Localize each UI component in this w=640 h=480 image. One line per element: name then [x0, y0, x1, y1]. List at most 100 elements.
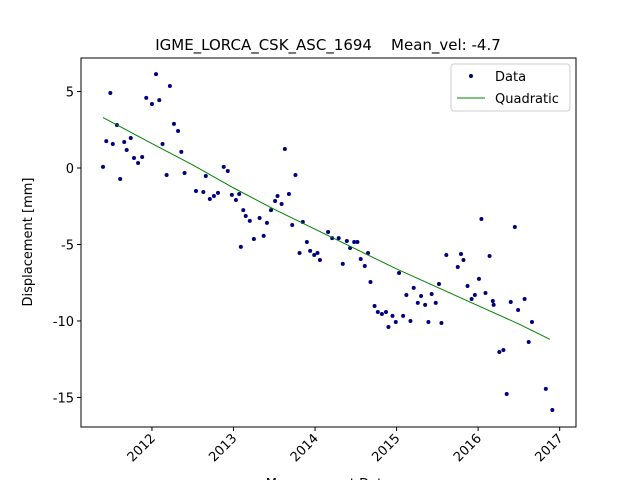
data-point: [433, 300, 438, 305]
data-point: [504, 391, 509, 396]
data-point: [286, 192, 291, 197]
data-point: [516, 307, 521, 312]
chart-title: IGME_LORCA_CSK_ASC_1694 Mean_vel: -4.7: [155, 36, 501, 55]
data-point: [476, 276, 481, 281]
data-point: [455, 264, 460, 269]
legend-label: Quadratic: [495, 92, 559, 107]
data-point: [124, 147, 129, 152]
data-point: [479, 216, 484, 221]
data-point: [167, 83, 172, 88]
legend-box: [450, 63, 571, 112]
data-point: [149, 102, 154, 107]
data-point: [355, 240, 360, 245]
y-tick-label: -5: [61, 238, 74, 253]
y-tick-label: 5: [66, 86, 74, 101]
data-point: [419, 294, 424, 299]
data-point: [312, 253, 317, 258]
data-point: [497, 350, 502, 355]
data-point: [411, 285, 416, 290]
data-point: [461, 257, 466, 262]
data-point: [118, 177, 123, 182]
data-point: [203, 173, 208, 178]
data-point: [529, 320, 534, 325]
data-point: [273, 199, 278, 204]
data-point: [472, 292, 477, 297]
data-point: [261, 233, 266, 238]
data-point: [469, 296, 474, 301]
data-point: [128, 136, 133, 141]
data-point: [269, 208, 274, 213]
data-point: [426, 320, 431, 325]
data-point: [490, 298, 495, 303]
data-point: [201, 190, 206, 195]
data-point: [415, 300, 420, 305]
data-point: [193, 188, 198, 193]
data-point: [225, 169, 230, 174]
data-point: [221, 164, 226, 169]
data-point: [383, 309, 388, 314]
data-point: [423, 302, 428, 307]
data-point: [251, 236, 256, 241]
data-point: [176, 128, 181, 133]
data-point: [317, 257, 322, 262]
data-point: [237, 192, 242, 197]
data-point: [501, 348, 506, 353]
data-point: [179, 149, 184, 154]
data-point: [160, 141, 165, 146]
fit-line: [102, 117, 551, 340]
legend-label: Data: [495, 70, 526, 85]
x-axis-label: Measurement Date: [266, 477, 390, 480]
data-point: [144, 95, 149, 100]
data-point: [340, 261, 345, 266]
data-point: [408, 318, 413, 323]
data-point: [487, 253, 492, 258]
data-point: [157, 98, 162, 103]
data-point: [404, 292, 409, 297]
data-point: [304, 240, 309, 245]
data-point: [401, 313, 406, 318]
data-point: [522, 296, 527, 301]
data-point: [459, 251, 464, 256]
data-point: [247, 218, 252, 223]
data-point: [465, 283, 470, 288]
data-point: [229, 192, 234, 197]
plot-frame: [80, 57, 577, 428]
data-point: [362, 264, 367, 269]
data-point: [140, 154, 145, 159]
data-point: [344, 238, 349, 243]
data-point: [375, 309, 380, 314]
data-point: [101, 164, 106, 169]
data-point: [264, 220, 269, 225]
data-point: [368, 279, 373, 284]
data-point: [293, 173, 298, 178]
y-axis-label: Displacement [mm]: [21, 178, 36, 307]
data-point: [238, 244, 243, 249]
data-point: [171, 121, 176, 126]
data-point: [257, 216, 262, 221]
data-point: [390, 313, 395, 318]
data-point: [110, 141, 115, 146]
data-point: [352, 240, 357, 245]
data-point: [275, 193, 280, 198]
data-point: [216, 190, 221, 195]
data-point: [526, 339, 531, 344]
data-point: [444, 253, 449, 258]
data-point: [290, 223, 295, 228]
data-point: [429, 292, 434, 297]
data-point: [132, 156, 137, 161]
data-point: [372, 303, 377, 308]
data-point: [483, 290, 488, 295]
data-point: [386, 324, 391, 329]
data-point: [207, 197, 212, 202]
data-point: [279, 201, 284, 206]
y-tick-label: 0: [66, 162, 74, 177]
data-point: [108, 91, 113, 96]
data-point: [315, 251, 320, 256]
data-point: [211, 193, 216, 198]
data-point: [282, 147, 287, 152]
data-point: [104, 139, 109, 144]
y-tick-label: -10: [53, 315, 74, 330]
data-point: [326, 229, 331, 234]
y-tick-label: -15: [53, 391, 74, 406]
